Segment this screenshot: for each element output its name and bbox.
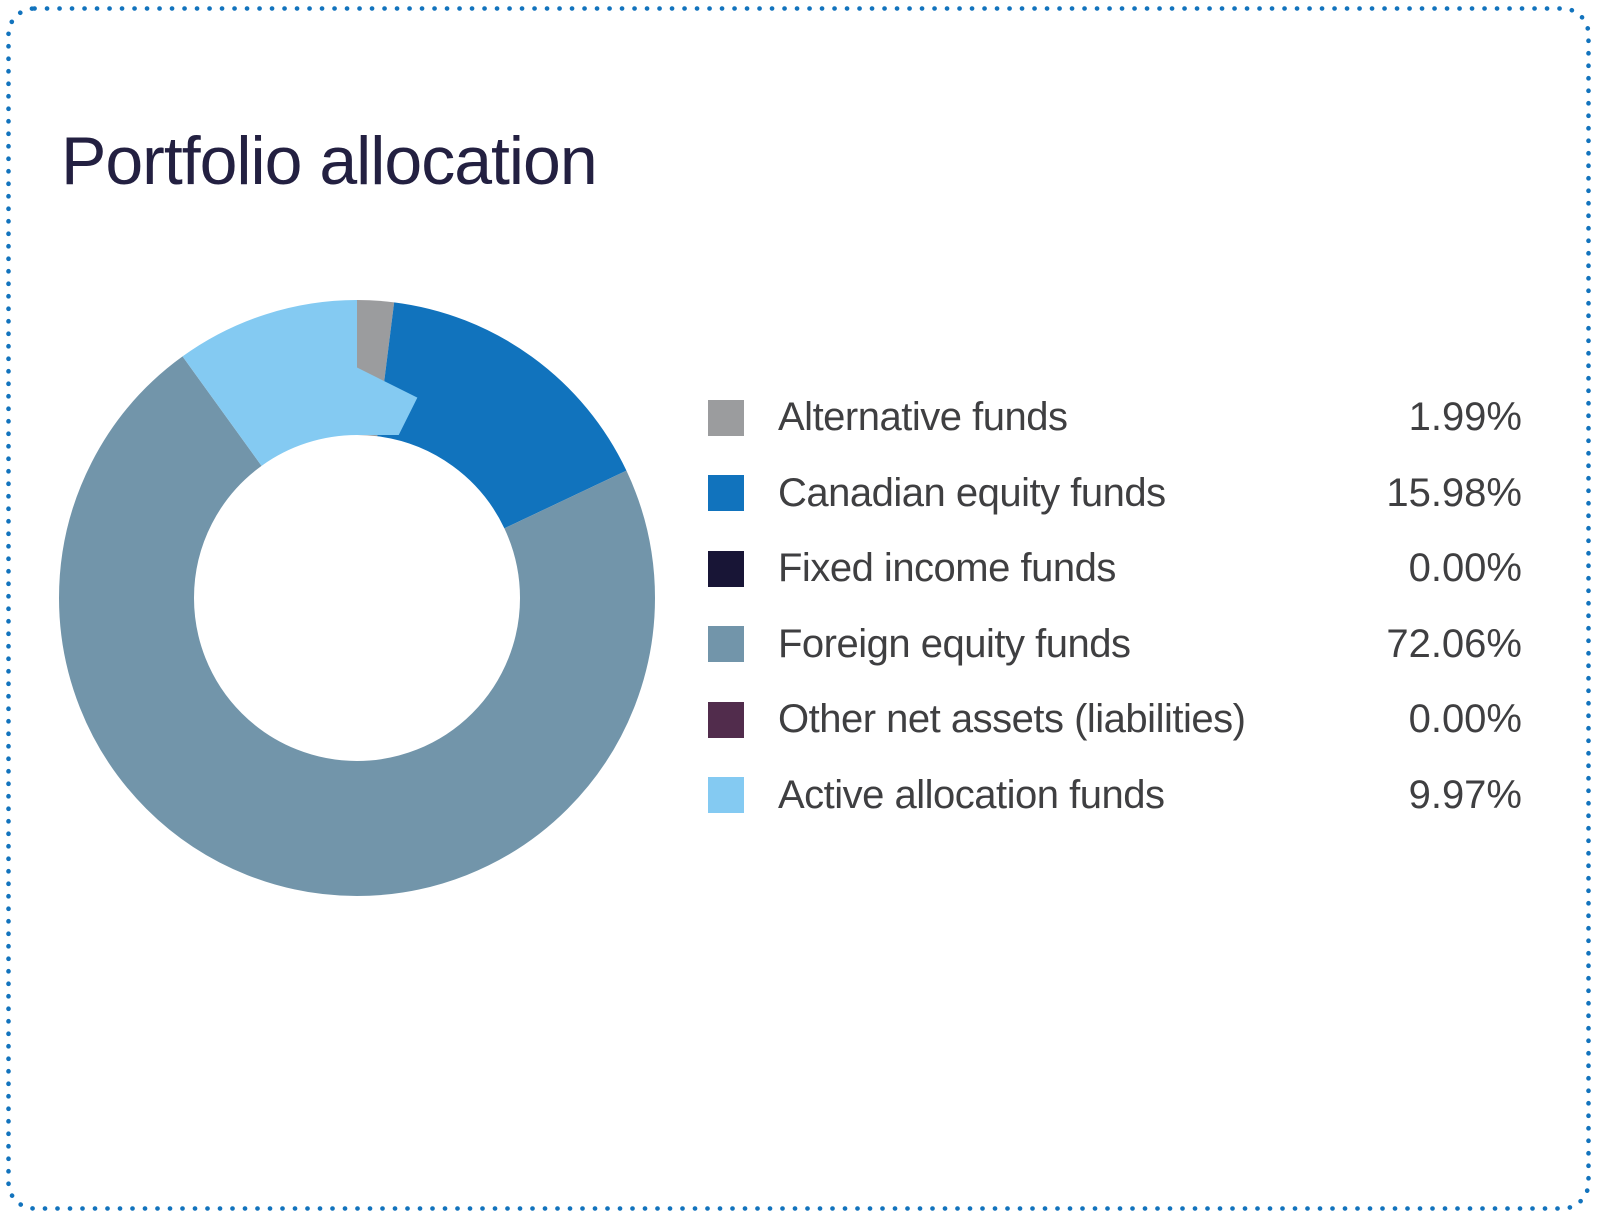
legend-label: Fixed income funds bbox=[778, 546, 1116, 591]
legend-label: Foreign equity funds bbox=[778, 621, 1131, 666]
legend-label: Active allocation funds bbox=[778, 772, 1165, 817]
legend-label: Alternative funds bbox=[778, 395, 1068, 440]
legend-swatch bbox=[708, 777, 744, 814]
legend-swatch bbox=[708, 399, 744, 436]
card-title: Portfolio allocation bbox=[61, 123, 598, 199]
donut-chart bbox=[59, 300, 655, 896]
legend-row: Other net assets (liabilities) 0.00% bbox=[708, 682, 1522, 758]
legend-row: Alternative funds 1.99% bbox=[708, 380, 1522, 456]
donut-svg bbox=[59, 300, 655, 896]
legend-value: 15.98% bbox=[1386, 470, 1522, 515]
legend-row: Active allocation funds 9.97% bbox=[708, 758, 1522, 834]
legend-label: Other net assets (liabilities) bbox=[778, 697, 1246, 742]
legend-swatch bbox=[708, 701, 744, 738]
legend-row: Foreign equity funds 72.06% bbox=[708, 607, 1522, 683]
legend-row: Canadian equity funds 15.98% bbox=[708, 456, 1522, 532]
legend-row: Fixed income funds 0.00% bbox=[708, 531, 1522, 607]
legend-swatch bbox=[708, 475, 744, 512]
legend-value: 1.99% bbox=[1408, 395, 1522, 440]
legend-value: 0.00% bbox=[1408, 546, 1522, 591]
chart-legend: Alternative funds 1.99% Canadian equity … bbox=[708, 380, 1522, 833]
legend-swatch bbox=[708, 550, 744, 587]
legend-value: 72.06% bbox=[1386, 621, 1522, 666]
legend-label: Canadian equity funds bbox=[778, 470, 1166, 515]
legend-swatch bbox=[708, 626, 744, 663]
legend-value: 0.00% bbox=[1408, 697, 1522, 742]
legend-value: 9.97% bbox=[1408, 772, 1522, 817]
